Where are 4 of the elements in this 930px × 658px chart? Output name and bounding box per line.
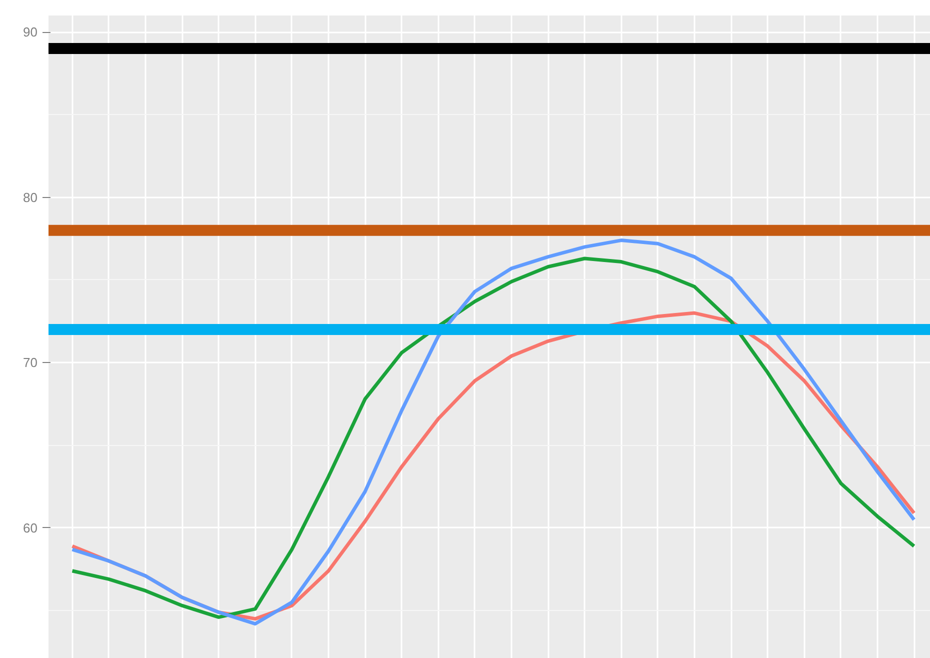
- y-tick-label: 80: [23, 190, 38, 205]
- y-tick-label: 70: [23, 355, 38, 370]
- y-tick-label: 60: [23, 520, 38, 536]
- y-tick-label: 90: [23, 24, 38, 40]
